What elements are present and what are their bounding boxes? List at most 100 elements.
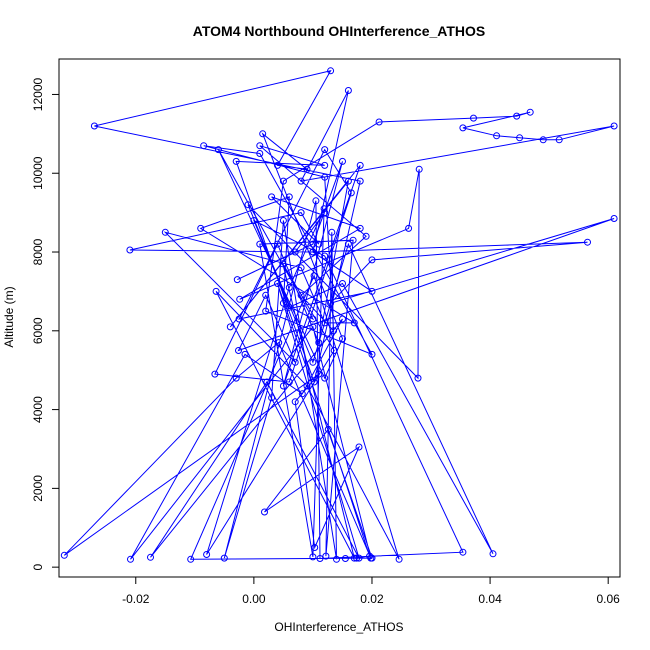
- data-point: [60, 551, 68, 559]
- data-point: [279, 177, 287, 185]
- data-point: [297, 264, 305, 272]
- x-tick-label: 0.04: [478, 592, 502, 606]
- y-tick-label: 0: [31, 564, 45, 571]
- x-tick-label: 0.00: [242, 592, 266, 606]
- data-point: [322, 552, 330, 560]
- axes: -0.02 0.00 0.02 0.04 0.06 0 2000 4000 6000 8000 10…: [31, 58, 621, 606]
- data-point: [330, 327, 338, 335]
- data-point: [344, 177, 352, 185]
- data-point: [303, 382, 311, 390]
- data-point: [279, 382, 287, 390]
- data-point: [327, 67, 335, 75]
- data-point: [187, 555, 195, 563]
- data-point: [127, 555, 134, 563]
- data-point: [232, 157, 240, 165]
- data-point: [321, 173, 329, 181]
- data-point: [200, 142, 208, 150]
- data-point: [311, 544, 319, 551]
- data-point: [459, 548, 467, 556]
- data-point: [339, 157, 346, 165]
- data-point: [610, 122, 618, 130]
- data-point: [279, 217, 287, 224]
- data-point: [368, 554, 376, 562]
- y-tick-label: 10000: [31, 156, 45, 190]
- data-point: [405, 224, 413, 232]
- data-point: [259, 130, 267, 138]
- data-point: [279, 260, 287, 268]
- data-point: [321, 146, 329, 154]
- data-point: [303, 165, 311, 173]
- data-point: [347, 189, 355, 197]
- data-point: [309, 240, 317, 248]
- y-tick-label: 6000: [31, 317, 45, 344]
- data-point: [333, 555, 340, 563]
- x-tick-label: 0.06: [597, 592, 621, 606]
- data-point: [285, 193, 293, 201]
- data-point: [309, 323, 317, 331]
- data-point: [275, 339, 283, 347]
- data-point: [493, 132, 501, 140]
- data-point: [235, 315, 243, 323]
- y-axis-label: Altitude (m): [2, 286, 16, 347]
- data-point: [415, 165, 423, 173]
- data-point: [256, 240, 264, 248]
- data-point: [353, 554, 361, 562]
- data-point: [368, 350, 376, 358]
- data-point: [268, 394, 276, 402]
- y-tick-label: 12000: [31, 77, 45, 111]
- y-tick-label: 4000: [31, 396, 45, 423]
- data-point: [291, 248, 299, 256]
- data-point: [297, 177, 305, 185]
- data-point: [355, 443, 363, 451]
- data-point: [321, 161, 329, 169]
- data-point: [459, 124, 467, 132]
- data-point: [350, 554, 358, 562]
- data-point: [126, 246, 134, 254]
- data-point: [489, 550, 497, 558]
- data-point: [526, 108, 534, 116]
- data-point: [261, 508, 268, 516]
- data-point: [350, 319, 358, 327]
- data-point: [330, 347, 338, 354]
- data-point: [362, 232, 370, 240]
- data-point: [233, 276, 241, 284]
- data-point: [321, 319, 329, 327]
- data-point: [344, 240, 352, 248]
- data-point: [344, 87, 352, 94]
- series-line: [63, 70, 615, 560]
- data-point: [291, 358, 299, 366]
- data-point: [341, 555, 349, 562]
- data-point: [285, 303, 293, 311]
- data-point: [324, 425, 332, 433]
- data-point: [309, 248, 317, 256]
- data-point: [250, 217, 258, 224]
- data-point: [211, 370, 219, 378]
- data-point: [232, 374, 240, 382]
- data-point: [316, 555, 324, 562]
- data-point: [375, 118, 383, 126]
- data-point: [327, 299, 335, 307]
- data-point: [285, 284, 293, 291]
- data-point: [356, 177, 364, 185]
- data-point: [298, 390, 306, 398]
- data-point: [220, 554, 228, 562]
- data-point: [214, 146, 222, 154]
- data-point: [315, 339, 323, 347]
- data-point: [285, 378, 293, 386]
- data-point: [241, 350, 249, 358]
- data-point: [263, 378, 271, 386]
- plot-area: [60, 67, 618, 563]
- x-axis-label: OHInterference_ATHOS: [274, 620, 403, 634]
- data-point: [236, 295, 244, 303]
- data-point: [309, 358, 317, 366]
- x-tick-label: -0.02: [122, 592, 150, 606]
- data-point: [256, 150, 264, 157]
- data-point: [197, 224, 205, 232]
- data-point: [321, 374, 329, 382]
- data-point: [312, 197, 320, 205]
- data-point: [235, 347, 242, 354]
- data-point: [212, 287, 220, 295]
- data-point: [297, 291, 305, 299]
- data-point: [356, 224, 364, 232]
- data-point: [274, 280, 281, 287]
